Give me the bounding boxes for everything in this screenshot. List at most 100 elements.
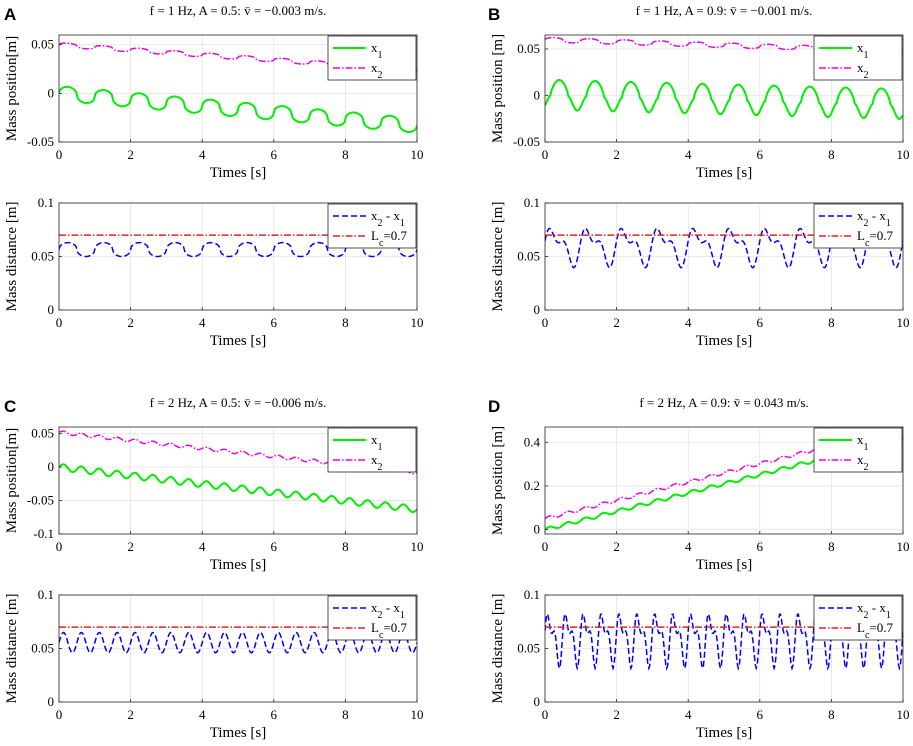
x-tick-label: 10 — [897, 707, 910, 722]
legend-text-part: x — [371, 600, 378, 615]
y-tick-label: 0.05 — [517, 249, 540, 264]
legend-box — [813, 595, 903, 641]
x-tick-label: 2 — [127, 539, 134, 554]
y-tick-label: 0.1 — [38, 587, 54, 602]
chart-title: f = 1 Hz, A = 0.5: v̄ = −0.003 m/s. — [150, 3, 327, 18]
legend-text-part: x — [371, 452, 378, 467]
x-tick-label: 0 — [56, 147, 63, 162]
legend-subscript: 1 — [400, 218, 405, 229]
y-axis-label: Mass distance [m] — [4, 594, 20, 704]
legend-label: Lc=0.7 — [857, 228, 893, 249]
legend-text-part: =0.7 — [869, 228, 893, 243]
chart-title: f = 2 Hz, A = 0.5: v̄ = −0.006 m/s. — [150, 395, 327, 410]
legend-label: x1 — [371, 40, 383, 61]
panel-letter: B — [488, 5, 500, 24]
series-group — [59, 234, 417, 258]
legend-label: x2 - x1 — [857, 208, 891, 229]
legend-text-part: x — [857, 60, 864, 75]
x-tick-label: 4 — [685, 539, 692, 554]
legend-label: x2 — [371, 452, 383, 473]
x-tick-label: 10 — [411, 315, 424, 330]
y-tick-label: 0.2 — [524, 478, 540, 493]
legend-text-part: x — [857, 432, 864, 447]
legend-label: x1 — [857, 432, 869, 453]
x-tick-label: 8 — [342, 539, 349, 554]
chart-A-bottom: 0 2 4 6 8 10 0 0.05 0.1 Times [s] Mass distance [m… — [4, 195, 424, 349]
x-tick-label: 6 — [271, 315, 278, 330]
y-tick-label: 0 — [534, 302, 541, 317]
legend-text-part: L — [857, 228, 865, 243]
legend-label: x2 - x1 — [371, 600, 405, 621]
legend-text-part: x — [857, 40, 864, 55]
x-tick-label: 4 — [199, 539, 206, 554]
y-axis-label: Mass position [m] — [490, 426, 506, 535]
x-tick-label: 2 — [613, 147, 620, 162]
x-tick-label: 8 — [342, 707, 349, 722]
legend-text-part: x — [371, 432, 378, 447]
legend-box — [327, 35, 417, 81]
legend-subscript: 1 — [378, 50, 383, 61]
series-line-x1 — [59, 463, 417, 514]
series-line-x2-x1 — [59, 631, 417, 654]
legend-box — [327, 203, 417, 249]
x-tick-label: 10 — [897, 315, 910, 330]
legend-label: x2 — [371, 60, 383, 81]
legend-subscript: 1 — [864, 50, 869, 61]
legend-box — [813, 427, 903, 473]
legend-label: x2 — [857, 60, 869, 81]
chart-C-bottom: 0 2 4 6 8 10 0 0.05 0.1 Times [s] Mass distance [m… — [4, 587, 424, 741]
x-tick-label: 0 — [542, 147, 549, 162]
legend-text-part: - x — [383, 600, 401, 615]
y-tick-label: -0.1 — [33, 526, 54, 541]
series-group — [545, 613, 903, 671]
legend-subscript: 1 — [886, 218, 891, 229]
x-tick-label: 4 — [685, 315, 692, 330]
x-tick-label: 0 — [56, 315, 63, 330]
y-tick-label: -0.05 — [27, 134, 54, 149]
x-tick-label: 6 — [271, 539, 278, 554]
legend-text-part: x — [857, 600, 864, 615]
legend-box — [327, 595, 417, 641]
y-axis-label: Mass distance [m] — [4, 202, 20, 312]
legend-text-part: L — [371, 228, 379, 243]
y-tick-label: 0.05 — [517, 41, 540, 56]
series-line-x2-x1 — [545, 613, 903, 671]
y-axis-label: Mass position[m] — [4, 36, 20, 141]
legend-subscript: 2 — [378, 462, 383, 473]
y-tick-label: 0.05 — [31, 249, 54, 264]
x-tick-label: 2 — [127, 147, 134, 162]
y-tick-label: -0.05 — [513, 134, 540, 149]
series-line-x1 — [545, 79, 903, 120]
legend-subscript: 2 — [378, 70, 383, 81]
legend-subscript: 2 — [864, 218, 869, 229]
legend-subscript: 2 — [378, 610, 383, 621]
x-tick-label: 2 — [613, 315, 620, 330]
legend-label: x2 - x1 — [371, 208, 405, 229]
x-axis-label: Times [s] — [210, 725, 267, 741]
chart-title: f = 2 Hz, A = 0.9: v̄ = 0.043 m/s. — [639, 395, 808, 410]
x-tick-label: 4 — [685, 147, 692, 162]
y-axis-label: Mass distance [m] — [490, 202, 506, 312]
y-axis-label: Mass position[m] — [4, 428, 20, 533]
x-axis-label: Times [s] — [696, 333, 753, 349]
legend-text-part: - x — [383, 208, 401, 223]
legend-subscript: 2 — [378, 218, 383, 229]
legend-box — [813, 203, 903, 249]
y-axis-label: Mass position [m] — [490, 34, 506, 143]
legend-text-part: L — [857, 620, 865, 635]
legend-subscript: 1 — [886, 610, 891, 621]
y-tick-label: 0.1 — [524, 587, 540, 602]
legend-subscript: 2 — [864, 610, 869, 621]
chart-D-bottom: 0 2 4 6 8 10 0 0.05 0.1 Times [s] Mass distance [m… — [490, 587, 910, 741]
axes-frame — [58, 34, 418, 143]
x-tick-label: 8 — [342, 315, 349, 330]
legend-subscript: c — [865, 238, 870, 249]
x-tick-label: 0 — [542, 315, 549, 330]
